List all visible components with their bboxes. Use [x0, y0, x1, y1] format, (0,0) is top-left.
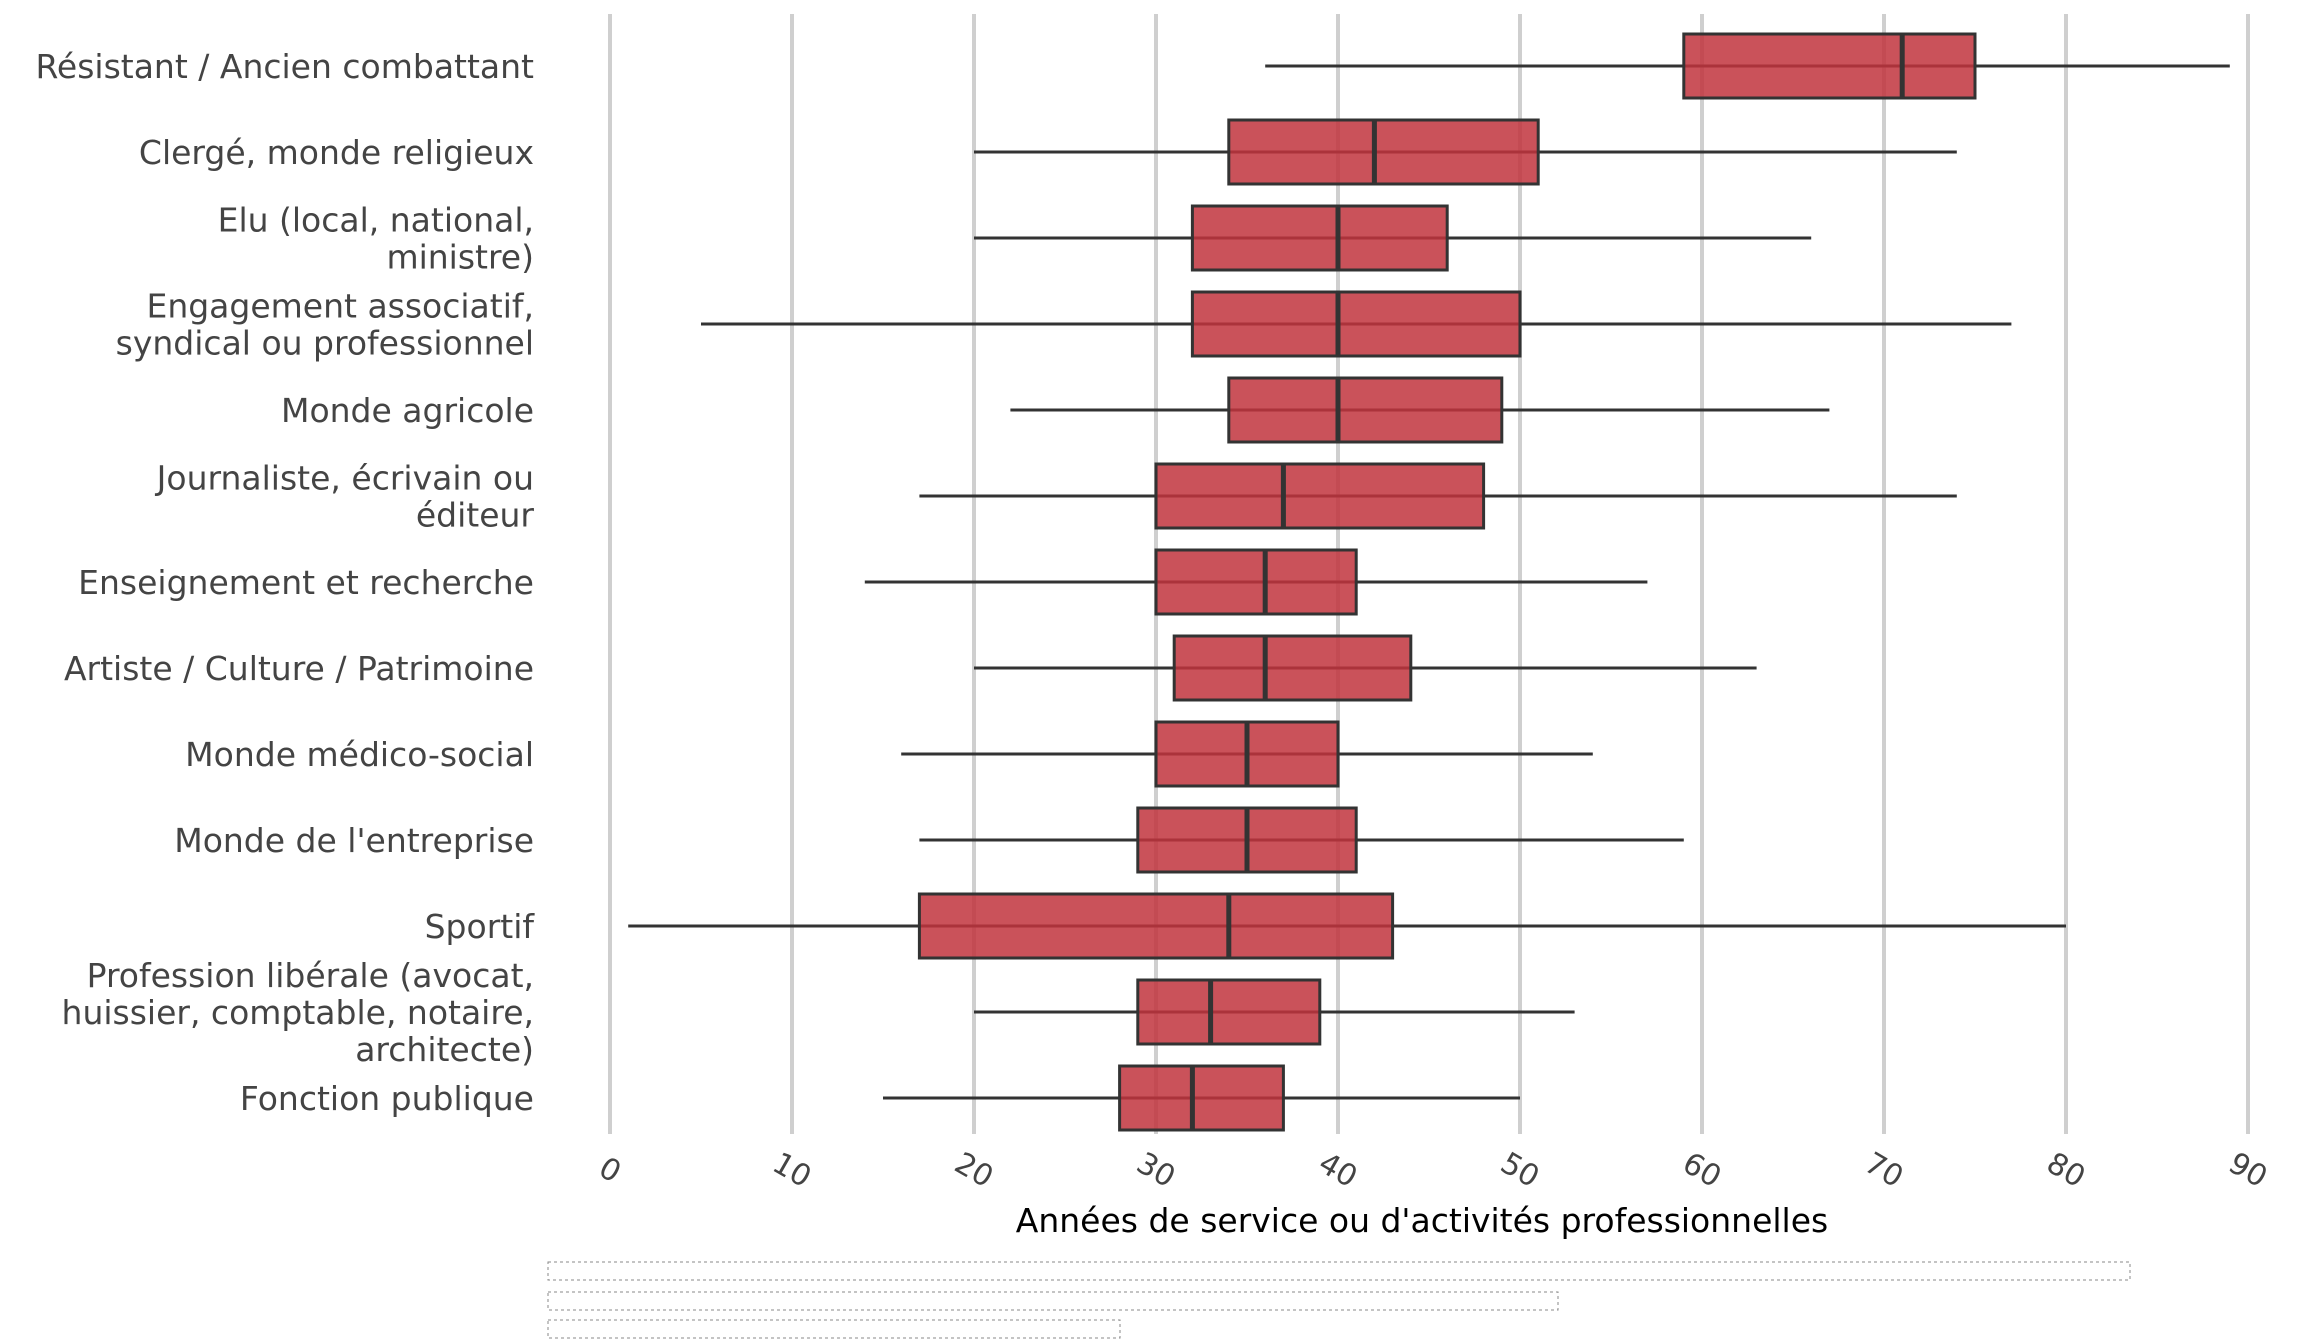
- x-tick-label-10: 10: [766, 1146, 817, 1195]
- category-label-0: Résistant / Ancien combattant: [35, 47, 534, 86]
- x-tick-labels: 0 10 20 30 40 50 60 70 80 90: [593, 1146, 2273, 1195]
- x-tick-label-0: 0: [593, 1151, 627, 1191]
- box-5: [1154, 462, 1486, 530]
- x-tick-label-80: 80: [2040, 1146, 2091, 1195]
- x-tick-label-50: 50: [1494, 1146, 1545, 1195]
- box-4: [1227, 376, 1504, 444]
- x-tick-label-60: 60: [1676, 1146, 1727, 1195]
- x-tick-label-90: 90: [2222, 1146, 2273, 1195]
- box-10: [917, 892, 1395, 960]
- box-3: [1190, 290, 1522, 358]
- box-2: [1190, 204, 1449, 272]
- category-labels: Résistant / Ancien combattant Clergé, mon…: [35, 47, 535, 1118]
- category-label-4: Monde agricole: [281, 391, 534, 430]
- x-tick-label-40: 40: [1312, 1146, 1363, 1195]
- box-0: [1682, 32, 1977, 100]
- category-label-6: Enseignement et recherche: [78, 563, 534, 602]
- category-label-12: Fonction publique: [240, 1079, 534, 1118]
- x-axis-title: Années de service ou d'activités profess…: [1016, 1201, 1828, 1240]
- caption-line-3: [547, 1319, 1121, 1339]
- category-label-5: Journaliste, écrivain ou éditeur: [155, 459, 535, 535]
- box-1: [1227, 118, 1540, 186]
- box-12: [1118, 1064, 1285, 1132]
- x-tick-label-30: 30: [1130, 1146, 1181, 1195]
- category-label-3: Engagement associatif, syndical ou profes…: [116, 287, 534, 363]
- category-label-2: Elu (local, national, ministre): [218, 201, 534, 277]
- boxes: [917, 32, 1977, 1132]
- box-6: [1154, 548, 1358, 616]
- caption-line-1: [547, 1261, 2131, 1281]
- box-7: [1172, 634, 1413, 702]
- category-label-8: Monde médico-social: [185, 735, 534, 774]
- caption-line-2: [547, 1291, 1559, 1311]
- category-label-11: Profession libérale (avocat, huissier, co…: [62, 956, 534, 1069]
- caption-placeholder: [547, 1261, 2131, 1339]
- category-label-10: Sportif: [425, 907, 536, 946]
- x-tick-label-70: 70: [1858, 1146, 1909, 1195]
- x-tick-label-20: 20: [948, 1146, 999, 1195]
- category-label-9: Monde de l'entreprise: [174, 821, 534, 860]
- medians: [1189, 34, 1905, 1130]
- category-label-7: Artiste / Culture / Patrimoine: [64, 649, 534, 688]
- box-11: [1136, 978, 1322, 1046]
- category-label-1: Clergé, monde religieux: [139, 133, 534, 172]
